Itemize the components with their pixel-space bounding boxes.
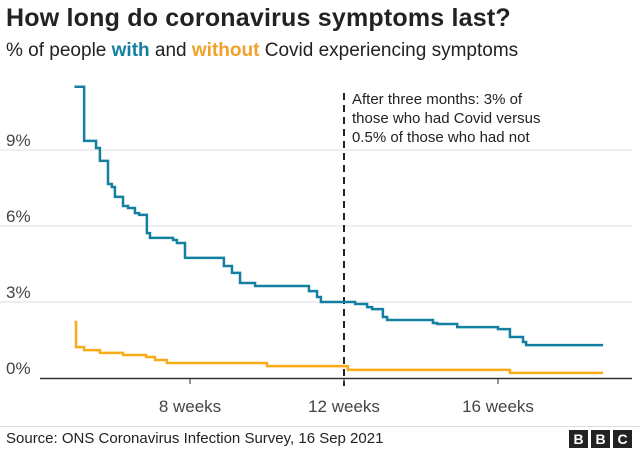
annotation-text: those who had Covid versus — [352, 110, 540, 127]
annotation-text: After three months: 3% of — [352, 91, 523, 108]
subtitle-suffix: Covid experiencing symptoms — [259, 40, 519, 61]
logo-letter: B — [569, 430, 588, 448]
chart-plot: After three months: 3% of those who had C… — [0, 85, 632, 416]
source-text: Source: ONS Coronavirus Infection Survey… — [6, 430, 384, 447]
footer: Source: ONS Coronavirus Infection Survey… — [0, 426, 640, 451]
subtitle-with: with — [111, 40, 150, 61]
x-tick-label: 12 weeks — [308, 397, 380, 416]
y-tick-label: 6% — [6, 207, 31, 226]
x-tick-label: 16 weeks — [462, 397, 534, 416]
chart-title: How long do coronavirus symptoms last? — [6, 4, 511, 32]
logo-letter: C — [613, 430, 632, 448]
series-line-with — [74, 85, 604, 347]
bbc-logo: B B C — [569, 430, 632, 448]
annotation-text: 0.5% of those who had not — [352, 129, 530, 146]
x-tick-label: 8 weeks — [159, 397, 221, 416]
chart-subtitle: % of people with and without Covid exper… — [6, 40, 518, 62]
y-tick-label: 9% — [6, 131, 31, 150]
subtitle-middle: and — [149, 40, 192, 61]
subtitle-without: without — [191, 40, 260, 61]
y-tick-label: 0% — [6, 359, 31, 378]
subtitle-prefix: % of people — [6, 40, 112, 61]
logo-letter: B — [591, 430, 610, 448]
y-tick-label: 3% — [6, 283, 31, 302]
series-line-without — [74, 320, 604, 375]
